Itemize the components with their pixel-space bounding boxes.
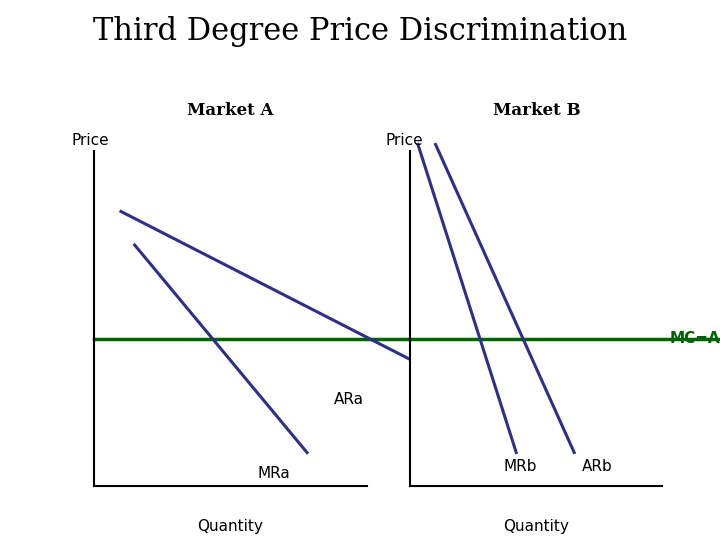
Text: MRb: MRb <box>504 459 537 474</box>
Text: MRa: MRa <box>258 466 290 481</box>
Text: Market B: Market B <box>492 102 580 119</box>
Text: Price: Price <box>385 133 423 148</box>
Text: Quantity: Quantity <box>503 519 570 535</box>
Text: ARa: ARa <box>334 392 364 407</box>
Text: ARb: ARb <box>582 459 613 474</box>
Text: Quantity: Quantity <box>197 519 264 535</box>
Text: Market A: Market A <box>187 102 274 119</box>
Text: Price: Price <box>72 133 109 148</box>
Text: MC=AC: MC=AC <box>670 331 720 346</box>
Text: Third Degree Price Discrimination: Third Degree Price Discrimination <box>93 16 627 47</box>
